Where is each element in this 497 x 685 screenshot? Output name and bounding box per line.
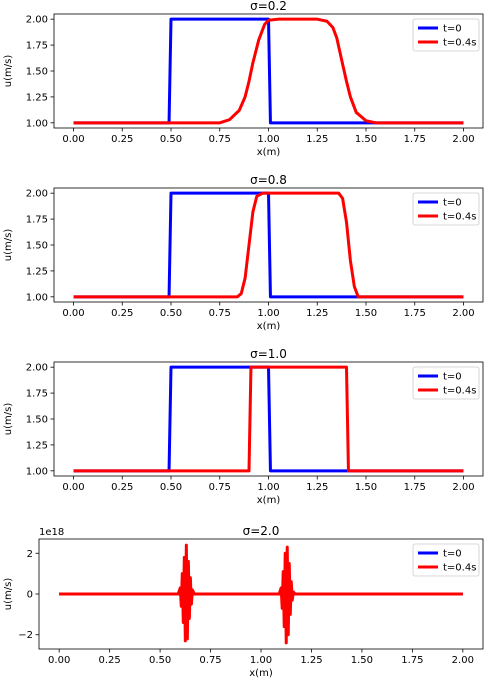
chart-title: σ=0.8 <box>250 173 287 187</box>
y-axis-label: u(m/s) <box>3 55 14 88</box>
series-line-t04s <box>59 543 463 645</box>
x-tick-label: 1.75 <box>404 482 426 493</box>
x-tick-label: 0.75 <box>209 134 231 145</box>
x-tick-label: 1.00 <box>257 134 279 145</box>
y-axis-label: u(m/s) <box>3 229 14 262</box>
chart-title: σ=0.2 <box>250 0 287 13</box>
chart-title: σ=1.0 <box>250 347 287 361</box>
subplot-4: 0.00 0.25 0.50 0.75 1.00 1.25 1.50 1.75 2.00 −2 0 2… <box>3 524 484 679</box>
y-tick-label: 1.25 <box>26 92 48 103</box>
series-line-t04s <box>73 365 464 473</box>
y-offset-text: 1e18 <box>39 527 64 538</box>
legend: t=0 t=0.4s <box>412 543 480 577</box>
y-tick-label: 2.00 <box>26 189 48 200</box>
y-tick-label: 1.25 <box>26 266 48 277</box>
legend-label: t=0 <box>443 372 462 383</box>
x-tick-label: 2.00 <box>452 134 474 145</box>
y-tick-label: 1.00 <box>26 118 48 129</box>
y-tick-label: 1.75 <box>26 389 48 400</box>
legend: t=0 t=0.4s <box>412 366 480 400</box>
x-tick-label: 0.50 <box>149 655 171 666</box>
legend-label: t=0.4s <box>443 212 476 223</box>
y-tick-label: 1.75 <box>26 215 48 226</box>
x-tick-label: 1.50 <box>351 655 373 666</box>
y-tick-label: 1.00 <box>26 466 48 477</box>
legend-label: t=0 <box>443 549 462 560</box>
x-tick-label: 2.00 <box>452 655 474 666</box>
x-axis-label: x(m) <box>249 668 273 679</box>
y-tick-label: 2.00 <box>26 363 48 374</box>
x-tick-label: 1.50 <box>355 308 377 319</box>
y-tick-label: 1.50 <box>26 67 48 78</box>
x-tick-label: 2.00 <box>452 482 474 493</box>
subplot-1: 0.00 0.25 0.50 0.75 1.00 1.25 1.50 1.75 2.00 1.00… <box>3 0 484 158</box>
legend-label: t=0.4s <box>443 563 476 574</box>
y-tick-label: 2.00 <box>26 15 48 26</box>
x-tick-label: 1.00 <box>257 482 279 493</box>
subplot-3: 0.00 0.25 0.50 0.75 1.00 1.25 1.50 1.75 2.00 1.00… <box>3 347 484 506</box>
x-axis-label: x(m) <box>257 495 281 506</box>
y-tick-label: 0 <box>27 590 33 601</box>
x-tick-label: 1.75 <box>404 308 426 319</box>
x-tick-label: 1.75 <box>401 655 423 666</box>
legend-label: t=0.4s <box>443 386 476 397</box>
series-line-t04s <box>73 191 464 299</box>
legend-label: t=0.4s <box>443 38 476 49</box>
y-tick-label: −2 <box>18 630 33 641</box>
x-tick-label: 0.00 <box>62 482 84 493</box>
legend: t=0 t=0.4s <box>412 18 480 52</box>
y-tick-label: 1.50 <box>26 415 48 426</box>
x-tick-label: 1.25 <box>306 482 328 493</box>
y-tick-label: 1.50 <box>26 241 48 252</box>
x-tick-label: 0.00 <box>62 308 84 319</box>
x-tick-label: 0.50 <box>160 482 182 493</box>
x-tick-label: 1.00 <box>250 655 272 666</box>
legend-label: t=0 <box>443 24 462 35</box>
series-line-t04s <box>73 17 464 125</box>
x-tick-label: 0.50 <box>160 308 182 319</box>
y-axis-label: u(m/s) <box>3 403 14 436</box>
y-tick-label: 1.25 <box>26 440 48 451</box>
chart-title: σ=2.0 <box>243 524 280 538</box>
x-tick-label: 1.50 <box>355 482 377 493</box>
legend: t=0 t=0.4s <box>412 192 480 226</box>
x-tick-label: 0.75 <box>209 482 231 493</box>
x-axis-label: x(m) <box>257 147 281 158</box>
y-tick-label: 2 <box>27 549 33 560</box>
x-tick-label: 0.25 <box>99 655 121 666</box>
y-tick-label: 1.00 <box>26 292 48 303</box>
subplot-2: 0.00 0.25 0.50 0.75 1.00 1.25 1.50 1.75 2.00 1.00… <box>3 173 484 332</box>
x-tick-label: 1.75 <box>404 134 426 145</box>
x-tick-label: 0.00 <box>48 655 70 666</box>
x-tick-label: 0.25 <box>111 308 133 319</box>
x-tick-label: 1.00 <box>257 308 279 319</box>
x-tick-label: 0.75 <box>199 655 221 666</box>
x-tick-label: 0.25 <box>111 482 133 493</box>
x-tick-label: 0.00 <box>62 134 84 145</box>
x-tick-label: 0.75 <box>209 308 231 319</box>
y-axis-label: u(m/s) <box>3 578 14 611</box>
y-tick-label: 1.75 <box>26 41 48 52</box>
x-tick-label: 1.25 <box>306 308 328 319</box>
x-tick-label: 0.25 <box>111 134 133 145</box>
x-tick-label: 1.25 <box>306 134 328 145</box>
legend-label: t=0 <box>443 198 462 209</box>
x-axis-label: x(m) <box>257 321 281 332</box>
x-tick-label: 0.50 <box>160 134 182 145</box>
x-tick-label: 1.50 <box>355 134 377 145</box>
x-tick-label: 2.00 <box>452 308 474 319</box>
x-tick-label: 1.25 <box>300 655 322 666</box>
